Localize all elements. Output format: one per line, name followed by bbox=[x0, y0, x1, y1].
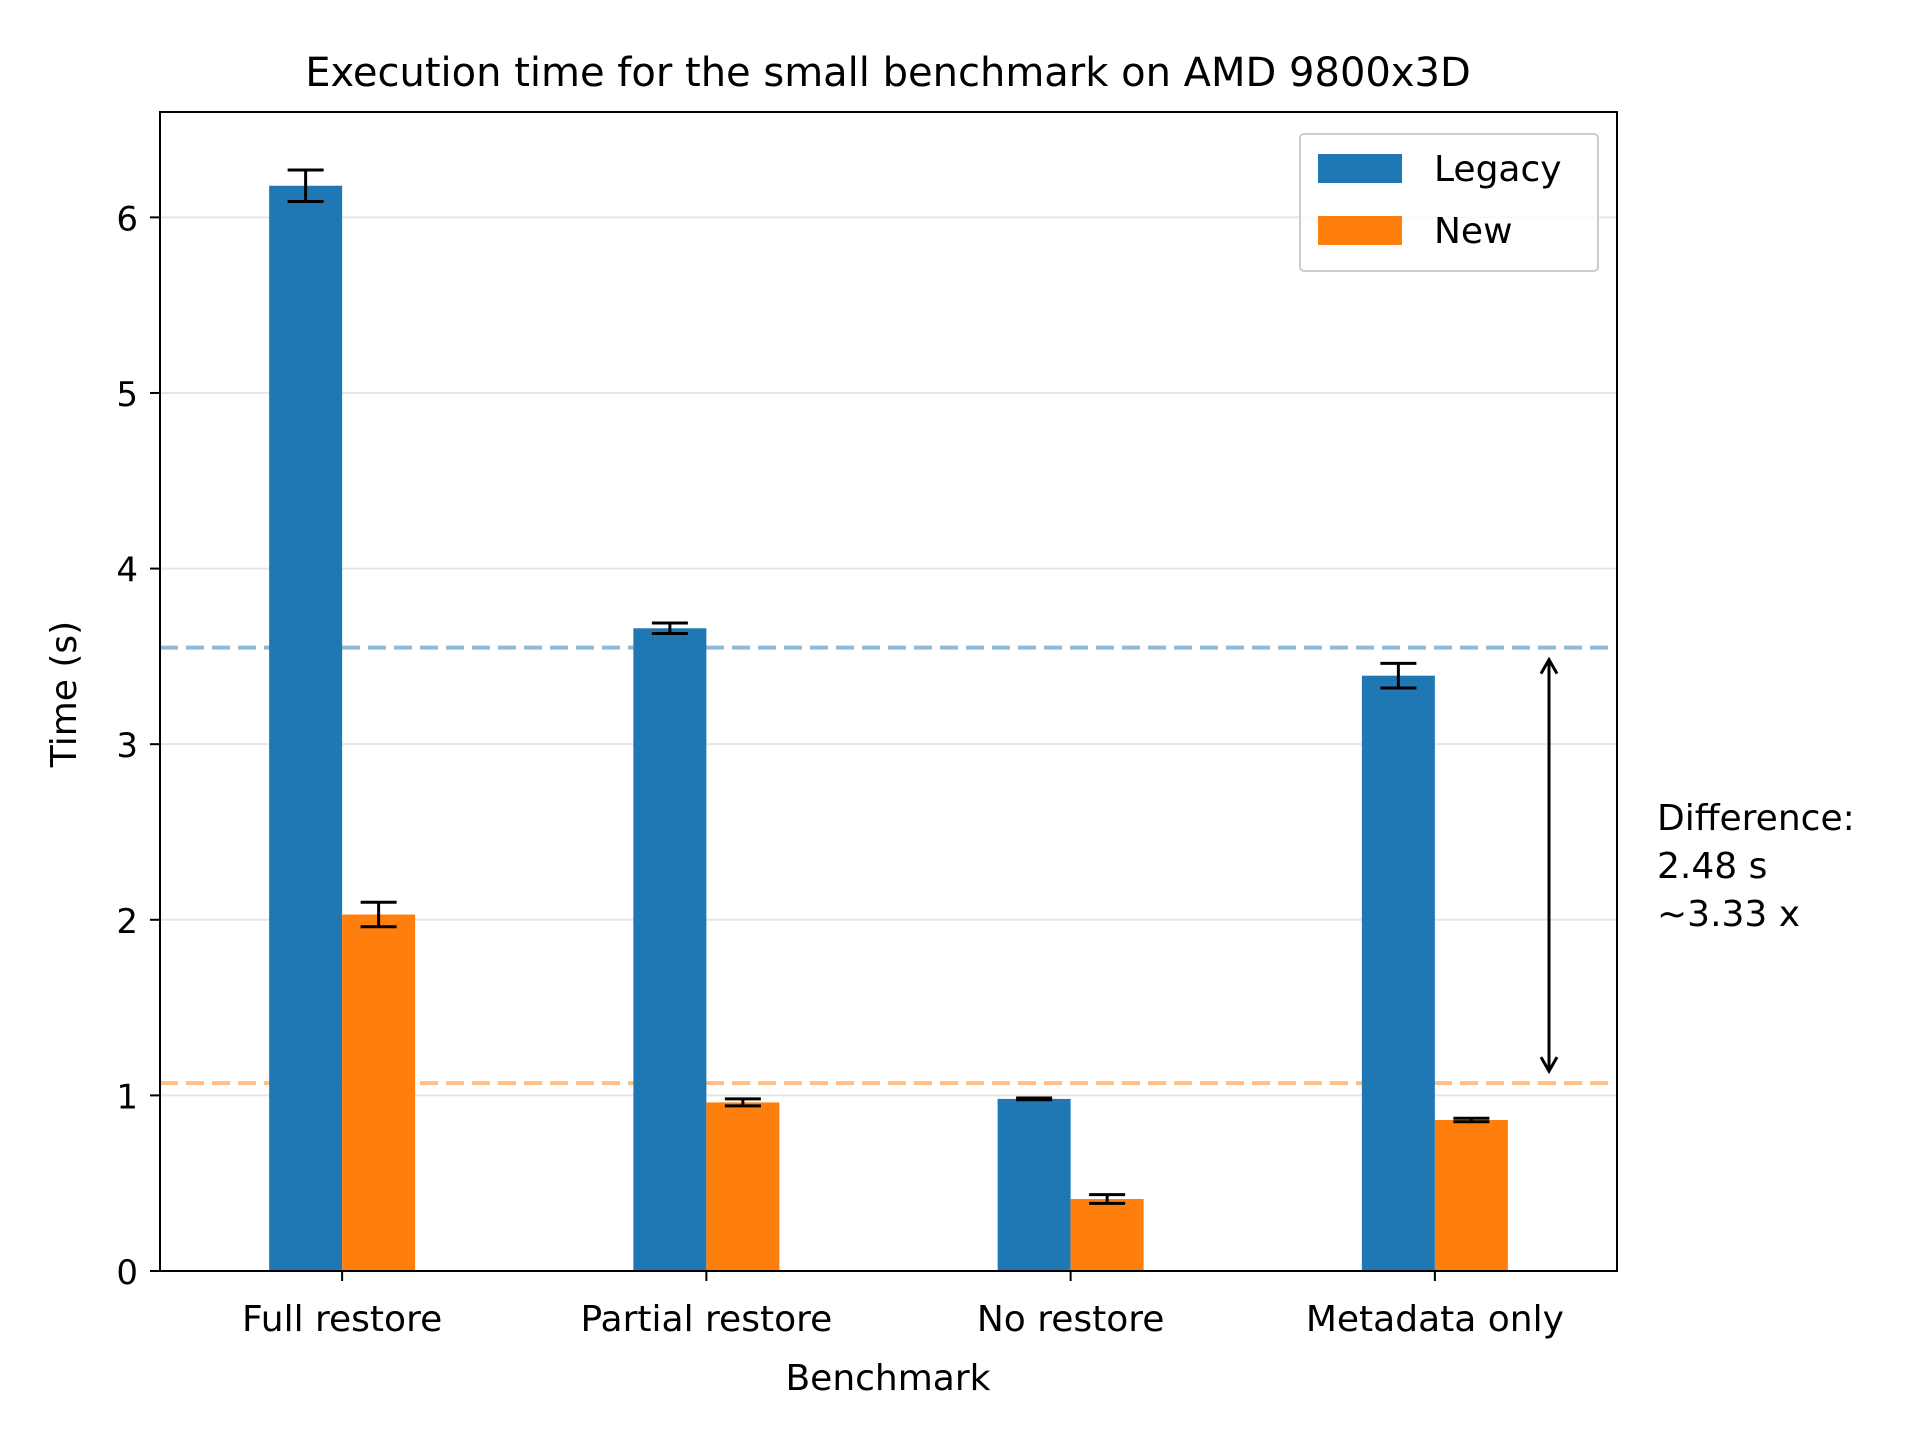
legend-swatch bbox=[1318, 216, 1402, 245]
x-tick-label: Partial restore bbox=[580, 1299, 832, 1340]
difference-annotation: Difference: 2.48 s ~3.33 x bbox=[1539, 656, 1855, 1075]
y-tick-label: 6 bbox=[116, 199, 138, 239]
y-tick-label: 1 bbox=[116, 1077, 138, 1117]
chart-title: Execution time for the small benchmark o… bbox=[305, 50, 1471, 96]
y-tick-label: 4 bbox=[116, 551, 138, 591]
y-tick-label: 0 bbox=[116, 1253, 138, 1293]
bar bbox=[1070, 1199, 1144, 1271]
y-tick-label: 3 bbox=[116, 726, 138, 766]
bars bbox=[269, 185, 1508, 1272]
x-tick-label: Full restore bbox=[242, 1299, 442, 1340]
legend-label: New bbox=[1434, 211, 1513, 252]
difference-arrow-head bbox=[1539, 656, 1559, 675]
bar bbox=[633, 628, 707, 1271]
difference-arrow-head bbox=[1539, 1056, 1559, 1075]
y-tick-label: 2 bbox=[116, 902, 138, 942]
bar bbox=[706, 1102, 780, 1271]
bar bbox=[1361, 675, 1435, 1271]
plot-frame bbox=[159, 111, 1618, 1272]
y-axis-ticks: 0 1 2 3 4 5 6 bbox=[116, 199, 160, 1293]
legend-label: Legacy bbox=[1434, 149, 1562, 190]
legend: Legacy New bbox=[1299, 133, 1599, 272]
bar bbox=[342, 914, 416, 1271]
x-axis-label: Benchmark bbox=[785, 1358, 990, 1399]
bar bbox=[269, 185, 343, 1272]
x-tick-label: No restore bbox=[977, 1299, 1165, 1340]
y-tick-label: 5 bbox=[116, 375, 138, 415]
x-tick-label: Metadata only bbox=[1306, 1299, 1564, 1340]
difference-label: 2.48 s bbox=[1657, 846, 1767, 887]
error-bars bbox=[287, 168, 1490, 1205]
bar bbox=[997, 1098, 1071, 1271]
x-axis-ticks: Full restore Partial restore No restore Met… bbox=[242, 1271, 1564, 1340]
difference-label: ~3.33 x bbox=[1657, 894, 1800, 935]
difference-label: Difference: bbox=[1657, 798, 1855, 839]
y-axis-label: Time (s) bbox=[44, 621, 85, 768]
legend-swatch bbox=[1318, 154, 1402, 183]
bar bbox=[1434, 1119, 1508, 1271]
